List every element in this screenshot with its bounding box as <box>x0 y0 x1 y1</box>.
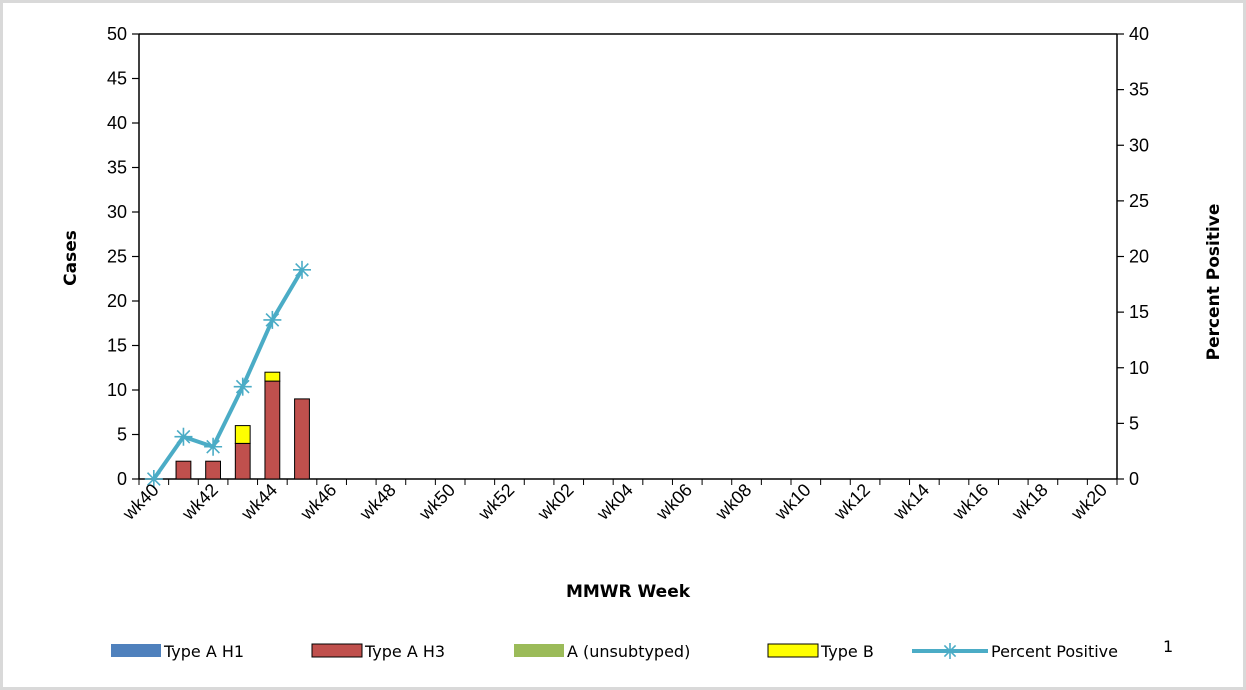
x-tick-label: wk14 <box>889 480 934 525</box>
legend-label-a-unsubtyped: A (unsubtyped) <box>567 642 690 661</box>
x-tick-label: wk52 <box>474 480 519 525</box>
legend-swatch-type-a-h3 <box>311 643 363 658</box>
bar-type-a-h3 <box>234 442 251 480</box>
legend-label-type-a-h1: Type A H1 <box>163 642 244 661</box>
y-tick-label: 45 <box>107 69 127 89</box>
legend-label-percent-positive: Percent Positive <box>991 642 1118 661</box>
y2-tick-label: 30 <box>1129 135 1149 155</box>
percent-positive-marker <box>174 427 193 446</box>
bars <box>175 371 310 480</box>
x-tick-label: wk44 <box>237 480 282 525</box>
x-tick-label: wk08 <box>711 480 756 525</box>
percent-positive-marker <box>204 437 223 456</box>
plot-background <box>139 34 1117 479</box>
y2-tick-label: 40 <box>1129 24 1149 44</box>
bar-type-a-h3 <box>175 460 192 480</box>
legend-footnote-marker: 1 <box>1163 637 1173 656</box>
x-tick-label: wk48 <box>355 480 400 525</box>
x-tick-label: wk20 <box>1066 480 1111 525</box>
y-tick-label: 40 <box>107 113 127 133</box>
legend-swatch-type-a-h1 <box>111 644 161 657</box>
percent-positive-polyline <box>152 268 304 481</box>
y2-tick-label: 20 <box>1129 247 1149 267</box>
legend-label-type-b: Type B <box>820 642 874 661</box>
y2-tick-label: 10 <box>1129 358 1149 378</box>
y2-tick-label: 25 <box>1129 191 1149 211</box>
y2-axis-title: Percent Positive <box>1204 204 1224 361</box>
y-tick-label: 25 <box>107 247 127 267</box>
percent-positive-marker <box>293 260 311 279</box>
x-tick-label: wk50 <box>414 480 459 525</box>
x-axis-title: MMWR Week <box>566 582 691 602</box>
plot-area <box>138 33 1118 480</box>
x-tick-label: wk46 <box>296 480 341 525</box>
bar-type-a-h3 <box>264 380 281 480</box>
legend: Type A H1 Type A H3 A (unsubtyped) Type B Pe… <box>111 637 1173 661</box>
y-tick-label: 35 <box>107 158 127 178</box>
bar-type-b <box>264 371 281 382</box>
y-tick-label: 30 <box>107 202 127 222</box>
percent-positive-marker <box>144 470 163 488</box>
x-tick-label: wk16 <box>948 480 993 525</box>
percent-positive-line <box>144 260 311 488</box>
percent-positive-marker <box>233 377 252 396</box>
x-tick-label: wk04 <box>592 480 637 525</box>
y-axis-title: Cases <box>61 230 81 286</box>
bar-type-b <box>234 425 251 444</box>
y-tick-label: 20 <box>107 291 127 311</box>
y-tick-label: 10 <box>107 380 127 400</box>
y-tick-label: 15 <box>107 336 127 356</box>
x-tick-label: wk12 <box>829 480 874 525</box>
y2-tick-label: 15 <box>1129 302 1149 322</box>
legend-label-type-a-h3: Type A H3 <box>364 642 445 661</box>
legend-swatch-a-unsubtyped <box>514 644 564 657</box>
bar-type-a-h3 <box>294 398 310 480</box>
y2-tick-label: 0 <box>1129 469 1139 489</box>
y-tick-label: 0 <box>117 469 127 489</box>
y-tick-label: 50 <box>107 24 127 44</box>
legend-marker-percent-positive <box>942 643 958 659</box>
y-tick-label: 5 <box>117 425 127 445</box>
x-tick-label: wk42 <box>177 480 222 525</box>
percent-positive-marker <box>263 310 282 329</box>
y2-tick-label: 35 <box>1129 80 1149 100</box>
x-tick-label: wk02 <box>533 480 578 525</box>
bar-type-a-h3 <box>205 460 222 480</box>
y2-tick-label: 5 <box>1129 413 1139 433</box>
x-tick-label: wk18 <box>1007 480 1052 525</box>
legend-swatch-type-b <box>767 643 819 658</box>
x-tick-label: wk10 <box>770 480 815 525</box>
x-tick-label: wk06 <box>652 480 697 525</box>
